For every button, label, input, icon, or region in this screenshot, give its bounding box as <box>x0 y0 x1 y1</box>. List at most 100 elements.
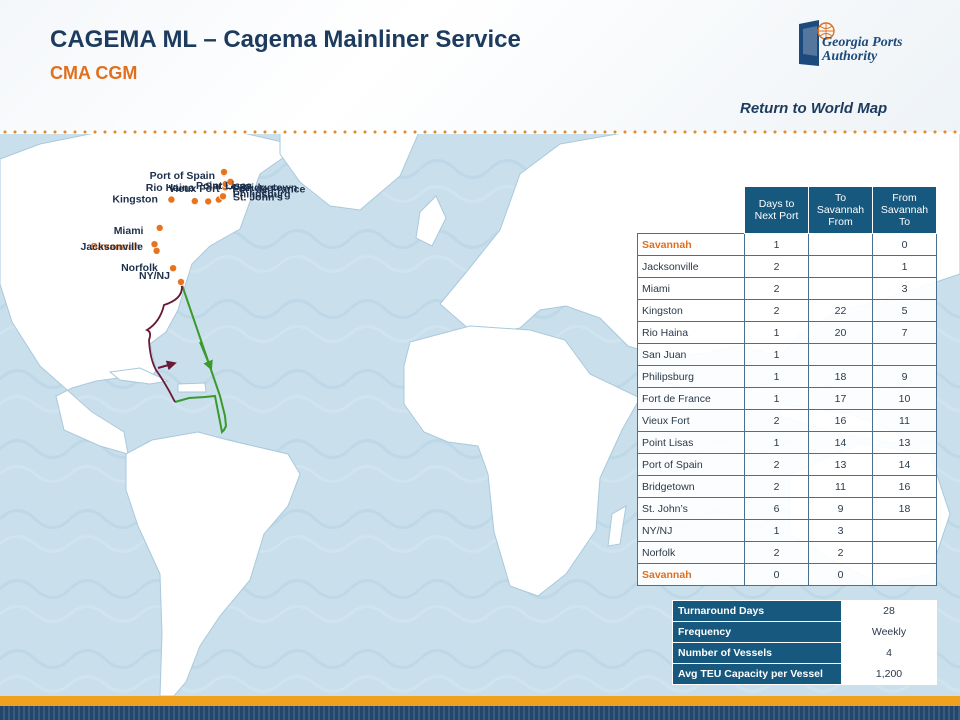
greenland <box>279 134 419 211</box>
from-savannah-cell <box>872 563 937 586</box>
schedule-row: Norfolk 2 2 <box>637 541 937 564</box>
port-cell: Rio Haina <box>637 321 745 344</box>
to-savannah-cell: 11 <box>808 475 873 498</box>
port-label: Rio Haina <box>146 182 195 194</box>
to-savannah-cell <box>808 343 873 366</box>
summary-row: Avg TEU Capacity per Vessel 1,200 <box>672 663 937 685</box>
port-marker <box>169 264 178 273</box>
port-cell: San Juan <box>637 343 745 366</box>
summary-label: Avg TEU Capacity per Vessel <box>672 663 842 685</box>
to-savannah-cell: 16 <box>808 409 873 432</box>
summary-row: Number of Vessels 4 <box>672 642 937 664</box>
port-label: NY/NJ <box>139 270 170 282</box>
from-savannah-cell: 14 <box>872 453 937 476</box>
summary-label: Frequency <box>672 621 842 643</box>
northbound-arrow <box>157 360 177 371</box>
schedule-row: Savannah 0 0 <box>637 563 937 586</box>
to-savannah-cell <box>808 277 873 300</box>
from-savannah-cell: 13 <box>872 431 937 454</box>
days-cell: 1 <box>744 233 809 256</box>
to-savannah-cell: 13 <box>808 453 873 476</box>
port-cell: Miami <box>637 277 745 300</box>
schedule-row: Jacksonville 2 1 <box>637 255 937 278</box>
port-label: Fort de France <box>232 183 305 195</box>
port-marker <box>219 168 228 177</box>
south-america <box>125 431 301 696</box>
from-savannah-cell <box>872 519 937 542</box>
from-savannah-cell: 5 <box>872 299 937 322</box>
to-savannah-cell: 9 <box>808 497 873 520</box>
summary-row: Turnaround Days 28 <box>672 600 937 622</box>
from-savannah-cell <box>872 343 937 366</box>
port-marker <box>150 240 159 249</box>
from-savannah-cell: 11 <box>872 409 937 432</box>
schedule-header-blank <box>638 187 745 234</box>
to-savannah-cell: 3 <box>808 519 873 542</box>
schedule-header-row: Days to Next Port To Savannah From From … <box>638 186 937 234</box>
page-title: CAGEMA ML – Cagema Mainliner Service <box>50 26 521 53</box>
port-marker <box>176 277 185 286</box>
from-savannah-cell: 16 <box>872 475 937 498</box>
port-cell: Kingston <box>637 299 745 322</box>
port-label: Bridgetown <box>240 182 298 194</box>
schedule-row: San Juan 1 <box>637 343 937 366</box>
port-cell: Bridgetown <box>637 475 745 498</box>
schedule-row: Miami 2 3 <box>637 277 937 300</box>
summary-label: Number of Vessels <box>672 642 842 664</box>
schedule-table: Days to Next Port To Savannah From From … <box>637 186 937 586</box>
days-cell: 1 <box>744 365 809 388</box>
schedule-row: Vieux Fort 2 16 11 <box>637 409 937 432</box>
port-marker <box>155 223 164 232</box>
from-savannah-cell: 0 <box>872 233 937 256</box>
schedule-row: Bridgetown 2 11 16 <box>637 475 937 498</box>
from-savannah-cell: 18 <box>872 497 937 520</box>
port-cell: Vieux Fort <box>637 409 745 432</box>
port-label: Savannah <box>91 241 141 253</box>
port-cell: St. John’s <box>637 497 745 520</box>
summary-value: 1,200 <box>841 663 937 685</box>
dotted-divider <box>0 130 960 134</box>
days-cell: 2 <box>744 299 809 322</box>
schedule-row: Fort de France 1 17 10 <box>637 387 937 410</box>
to-savannah-cell <box>808 233 873 256</box>
uk <box>415 195 447 247</box>
southbound-route <box>174 281 228 435</box>
header-days-to-next-port: Days to Next Port <box>744 186 809 234</box>
days-cell: 2 <box>744 255 809 278</box>
port-label: Jacksonville <box>81 241 144 253</box>
madagascar <box>607 505 627 547</box>
port-marker <box>204 197 213 206</box>
port-label: Philipsburg <box>233 189 291 201</box>
schedule-row: St. John’s 6 9 18 <box>637 497 937 520</box>
header-background <box>0 0 960 132</box>
port-label: Miami <box>114 225 144 237</box>
port-cell: Jacksonville <box>637 255 745 278</box>
from-savannah-cell: 1 <box>872 255 937 278</box>
days-cell: 1 <box>744 321 809 344</box>
port-label: Norfolk <box>121 262 158 274</box>
port-cell: Savannah <box>637 563 745 586</box>
days-cell: 2 <box>744 277 809 300</box>
to-savannah-cell: 14 <box>808 431 873 454</box>
from-savannah-cell: 10 <box>872 387 937 410</box>
africa <box>403 325 641 597</box>
port-marker <box>190 197 199 206</box>
service-summary-table: Turnaround Days 28 Frequency Weekly Number o… <box>672 600 937 685</box>
to-savannah-cell: 2 <box>808 541 873 564</box>
days-cell: 2 <box>744 453 809 476</box>
schedule-row: NY/NJ 1 3 <box>637 519 937 542</box>
from-savannah-cell: 7 <box>872 321 937 344</box>
return-to-world-map-link[interactable]: Return to World Map <box>740 100 888 117</box>
northbound-route <box>145 281 183 403</box>
port-label: Kingston <box>112 194 157 206</box>
port-cell: Port of Spain <box>637 453 745 476</box>
to-savannah-cell: 17 <box>808 387 873 410</box>
hispaniola <box>177 382 207 393</box>
summary-value: 4 <box>841 642 937 664</box>
days-cell: 0 <box>744 563 809 586</box>
days-cell: 1 <box>744 431 809 454</box>
port-marker <box>218 192 227 201</box>
port-cell: Norfolk <box>637 541 745 564</box>
to-savannah-cell: 22 <box>808 299 873 322</box>
summary-value: Weekly <box>841 621 937 643</box>
